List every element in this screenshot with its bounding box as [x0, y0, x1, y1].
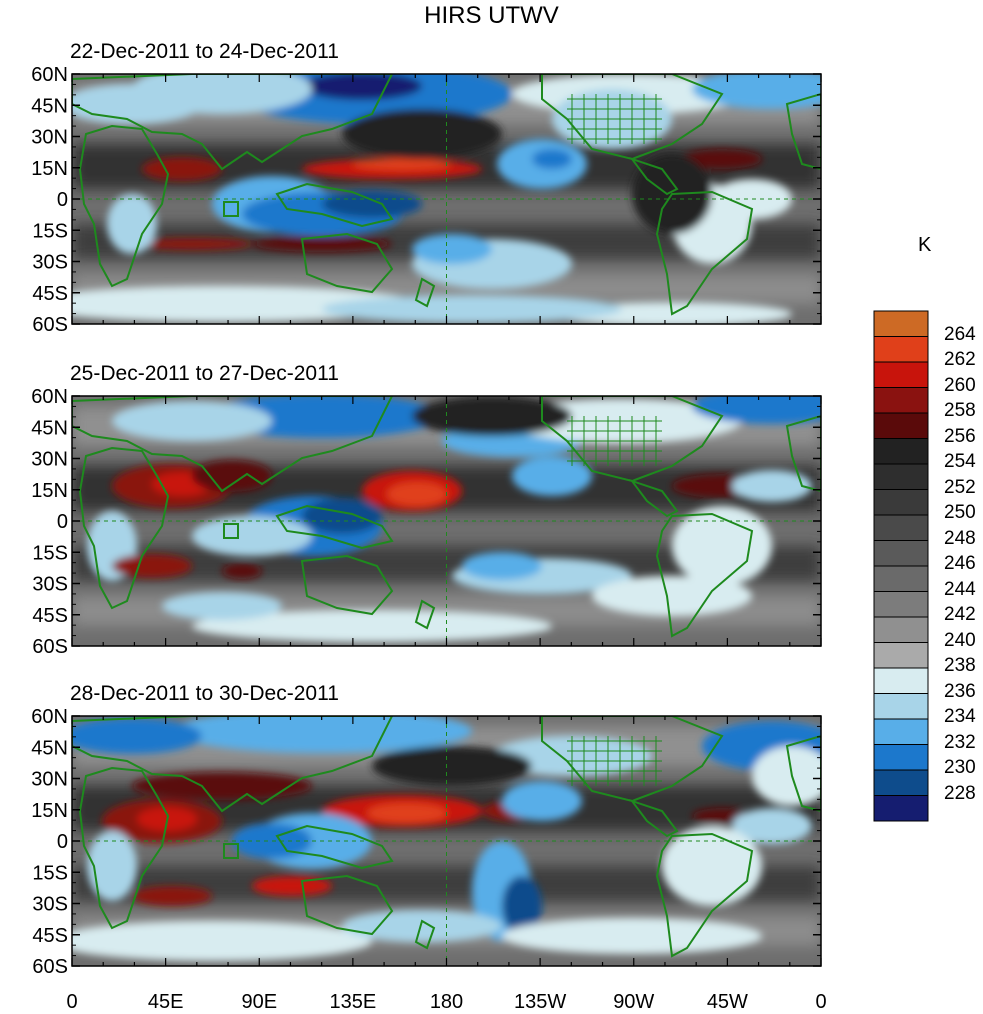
colorbar-tick-label: 238 — [944, 655, 976, 676]
coastlines — [72, 74, 821, 316]
colorbar-tick-label: 264 — [944, 323, 976, 345]
lat-tick-label: 60N — [31, 706, 68, 728]
colorbar-tick-label: 236 — [944, 680, 976, 702]
colorbar-tick-label: 260 — [944, 374, 976, 396]
lat-tick-label: 30S — [32, 574, 68, 596]
colorbar-tick-label: 252 — [944, 476, 976, 498]
colorbar-box — [873, 412, 929, 439]
colorbar-box — [873, 540, 929, 567]
lon-tick-label: 135E — [330, 991, 377, 1013]
contour-field — [72, 396, 821, 646]
colorbar-box — [873, 489, 929, 516]
colorbar-box — [873, 693, 929, 720]
colorbar-box — [873, 718, 929, 745]
colorbar-box — [873, 642, 929, 669]
lon-tick-label: 45E — [148, 991, 184, 1013]
lat-tick-label: 30N — [31, 449, 68, 471]
lat-tick-label: 45N — [31, 737, 68, 759]
lat-tick-label: 15N — [31, 480, 68, 502]
lat-tick-label: 45N — [31, 417, 68, 439]
colorbar-box — [873, 514, 929, 541]
lat-tick-label: 30N — [31, 769, 68, 791]
colorbar-tick-label: 250 — [944, 502, 976, 523]
colorbar-tick-label: 246 — [944, 553, 976, 574]
coastlines — [72, 716, 821, 958]
colorbar-tick-label: 240 — [944, 629, 976, 651]
colorbar-tick-label: 256 — [944, 425, 976, 447]
colorbar-tick-label: 248 — [944, 527, 976, 549]
lon-tick-label: 0 — [815, 991, 826, 1013]
lat-tick-label: 30N — [31, 127, 68, 149]
colorbar-tick-label: 242 — [944, 604, 976, 625]
lat-tick-label: 15N — [31, 800, 68, 822]
colorbar-box — [873, 744, 929, 771]
main-title: HIRS UTWV — [424, 2, 559, 29]
contour-field — [72, 74, 821, 324]
colorbar-tick-label: 228 — [944, 782, 976, 804]
colorbar-box — [873, 616, 929, 643]
colorbar-tick-label: 232 — [944, 731, 976, 753]
colorbar-tick-label: 230 — [944, 757, 976, 778]
lat-tick-label: 30S — [32, 252, 68, 274]
lat-tick-label: 60S — [32, 636, 68, 658]
lat-tick-label: 0 — [57, 831, 68, 853]
lat-tick-label: 30S — [32, 894, 68, 916]
colorbar-tick-label: 244 — [944, 578, 976, 600]
colorbar — [873, 310, 929, 822]
lat-tick-label: 60N — [31, 386, 68, 408]
lon-tick-label: 45W — [707, 991, 748, 1013]
lat-tick-label: 15N — [31, 158, 68, 180]
lat-tick-label: 15S — [32, 862, 68, 884]
colorbar-box — [873, 387, 929, 414]
lat-tick-label: 15S — [32, 542, 68, 564]
lat-tick-label: 0 — [57, 511, 68, 533]
colorbar-box — [873, 667, 929, 694]
map-panel-3: 60N 45N 30N 15N 0 15S 30S 45S 60S — [31, 706, 822, 978]
panel-3-title: 28-Dec-2011 to 30-Dec-2011 — [70, 682, 339, 705]
colorbar-box — [873, 591, 929, 618]
colorbar-tick-label: 234 — [944, 706, 976, 727]
lon-tick-label: 135W — [514, 991, 566, 1013]
colorbar-unit-label: K — [918, 234, 932, 256]
lon-axis: 0 45E 90E 135E 180 135W 90W 45W 0 — [66, 991, 826, 1013]
colorbar-tick-label: 262 — [944, 349, 976, 370]
map-panel-2: 60N 45N 30N 15N 0 15S 30S 45S 60S — [31, 386, 822, 658]
lon-tick-label: 0 — [66, 991, 77, 1013]
colorbar-box — [873, 361, 929, 388]
lat-tick-label: 45S — [32, 283, 68, 305]
panel-2-title: 25-Dec-2011 to 27-Dec-2011 — [70, 362, 339, 385]
colorbar-box — [873, 463, 929, 490]
lat-tick-label: 0 — [57, 189, 68, 211]
lat-tick-label: 60S — [32, 314, 68, 336]
lon-tick-label: 90W — [613, 991, 654, 1013]
colorbar-box — [873, 795, 929, 822]
colorbar-box — [873, 769, 929, 796]
lat-tick-label: 45N — [31, 95, 68, 117]
lat-tick-label: 15S — [32, 220, 68, 242]
panel-1-title: 22-Dec-2011 to 24-Dec-2011 — [70, 40, 339, 63]
lon-tick-label: 90E — [241, 991, 277, 1013]
colorbar-tick-label: 254 — [944, 451, 976, 472]
map-panel-1: 60N 45N 30N 15N 0 15S 30S 45S 60S — [31, 64, 822, 336]
lat-tick-label: 45S — [32, 925, 68, 947]
coastlines — [72, 396, 821, 638]
colorbar-box — [873, 438, 929, 465]
lat-tick-label: 60S — [32, 956, 68, 978]
colorbar-tick-label: 258 — [944, 400, 976, 421]
colorbar-box — [873, 336, 929, 363]
colorbar-box — [873, 565, 929, 592]
lat-tick-label: 45S — [32, 605, 68, 627]
lon-tick-label: 180 — [430, 991, 463, 1013]
lat-tick-label: 60N — [31, 64, 68, 86]
colorbar-box — [873, 310, 929, 337]
